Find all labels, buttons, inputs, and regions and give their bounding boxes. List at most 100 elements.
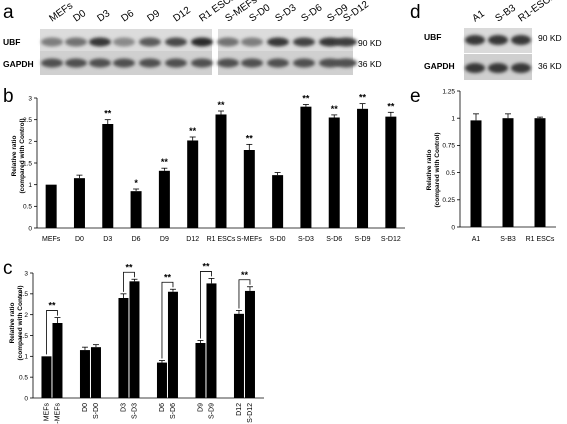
blot-a-bands <box>41 37 357 68</box>
chart-c-bar-d6 <box>156 362 167 398</box>
chart-c-bar-s-d3 <box>129 281 140 398</box>
y-axis-title-line: (compared with Control) <box>434 132 441 207</box>
chart-b-x-tick-d0: D0 <box>75 236 84 243</box>
chart-c-significance-2: ** <box>125 262 133 272</box>
blot-a-band-ubf-d0 <box>65 37 87 47</box>
chart-b-x-tick-s-d0: S-D0 <box>270 236 286 243</box>
chart-c-x-tick-s-mefs: S-MEFs <box>54 403 61 424</box>
chart-b-y-tick-label: 1.5 <box>23 160 32 167</box>
panel-label-b: b <box>3 86 14 107</box>
chart-e-y-tick-label: 0.25 <box>442 197 455 204</box>
blot-a-band-ubf-s-d6 <box>293 37 315 47</box>
chart-e-bar-a1 <box>470 120 482 227</box>
blot-a-size-gapdh: 36 KD <box>358 59 382 69</box>
svg-text:Relative ratio(compared with C: Relative ratio(compared with Control) <box>426 132 441 207</box>
chart-c-y-tick-label: 2.5 <box>19 291 28 298</box>
chart-b-significance-d12: ** <box>189 126 197 136</box>
chart-c-significance-bracket-3 <box>161 281 174 359</box>
y-axis-title-line: (compared with Control) <box>17 285 24 360</box>
svg-text:Relative ratio(compared with C: Relative ratio(compared with Control) <box>9 285 24 360</box>
chart-e-bar-s-b3 <box>502 118 514 227</box>
chart-c-x-tick-d6: D6 <box>159 403 166 412</box>
chart-c-x-tick-s-d0: S-D0 <box>93 403 100 419</box>
chart-b-significance-d6: * <box>134 178 138 188</box>
blot-d-row-label-gapdh: GAPDH <box>424 61 455 71</box>
blot-a-lane-s-d12: S-D12 <box>341 0 371 24</box>
panel-label-e: e <box>410 86 421 107</box>
chart-c-x-tick-d3: D3 <box>120 403 127 412</box>
blot-a-lane-mefs: MEFs <box>47 0 75 24</box>
blot-a-band-gapdh-mefs <box>41 58 63 68</box>
chart-b-y-tick-label: 0 <box>28 225 32 232</box>
chart-b-y-tick-label: 0.5 <box>23 204 32 211</box>
blot-a-band-ubf-d12 <box>165 37 187 47</box>
chart-b-bar-d9 <box>158 170 170 228</box>
chart-c-significance-3: ** <box>164 272 172 282</box>
chart-b-significance-s-d9: ** <box>359 93 367 103</box>
chart-b-bar-s-d6 <box>328 117 340 228</box>
chart-e-y-tick-label: 0.5 <box>446 170 455 177</box>
chart-b-x-tick-d3: D3 <box>103 236 112 243</box>
blot-a-band-ubf-s-mefs <box>217 37 239 47</box>
chart-e-y-axis-title: Relative ratio(compared with Control) <box>426 132 441 207</box>
chart-b-bar-d3 <box>102 124 114 228</box>
chart-c-bar-mefs <box>41 356 52 398</box>
chart-c-significance-5: ** <box>241 270 249 280</box>
chart-e-y-tick-label: 0.75 <box>442 143 455 150</box>
blot-a-band-ubf-d9 <box>139 37 161 47</box>
chart-e-y-tick-label: 0 <box>451 224 455 231</box>
blot-d-lane-r1-escs: R1-ESCs <box>516 0 556 24</box>
blot-d-band-ubf-a1 <box>465 35 485 45</box>
chart-c-x-tick-d12: D12 <box>236 403 243 416</box>
chart-b-y-axis-title: Relative ratio(compared with Control) <box>11 118 26 193</box>
blot-a-lane-d12: D12 <box>171 5 193 25</box>
chart-c-bar-s-mefs <box>52 323 63 398</box>
blot-a-band-gapdh-s-d3 <box>267 58 289 68</box>
chart-b-bar-s-d3 <box>300 106 312 228</box>
chart-b-x-tick-s-mefs: S-MEFs <box>237 236 263 243</box>
blot-a-band-ubf-r1-escs <box>191 37 213 47</box>
chart-c-bar-s-d9 <box>206 283 217 398</box>
blot-a-size-ubf: 90 KD <box>358 38 382 48</box>
chart-c-significance-bracket-0 <box>46 310 58 355</box>
chart-b-bar-s-d0 <box>272 175 284 228</box>
blot-a-band-gapdh-d9 <box>139 58 161 68</box>
blot-d-size-gapdh: 36 KD <box>538 61 562 71</box>
chart-b-bar-s-mefs <box>243 150 255 228</box>
blot-a-lane-d6: D6 <box>119 8 136 25</box>
blot-a-band-ubf-d6 <box>113 37 135 47</box>
blot-a-band-ubf-s-d0 <box>241 37 263 47</box>
chart-b-bar-s-d12 <box>385 116 397 228</box>
chart-e: Relative ratio(compared with Control) 0 0… <box>426 88 556 243</box>
panel-label-d: d <box>410 2 421 23</box>
blot-a-band-ubf-d3 <box>89 37 111 47</box>
chart-b-significance-s-d6: ** <box>331 104 339 114</box>
chart-c-significance-bracket-4 <box>200 271 212 339</box>
chart-c-x-tick-d9: D9 <box>197 403 204 412</box>
blot-a-lane-s-d3: S-D3 <box>273 2 298 24</box>
chart-e-y-tick-label: 1 <box>451 116 455 123</box>
panel-label-a: a <box>3 2 14 23</box>
blot-a-band-gapdh-s-d9 <box>319 58 341 68</box>
blot-a-lane-d3: D3 <box>95 8 112 25</box>
y-axis-title-line: Relative ratio <box>9 303 16 344</box>
chart-c-y-tick-label: 0.5 <box>19 374 28 381</box>
blot-a-row-label-ubf: UBF <box>3 37 20 47</box>
panel-label-c: c <box>3 258 13 279</box>
blot-d-lane-a1: A1 <box>470 8 487 24</box>
chart-c-x-tick-s-d9: S-D9 <box>208 403 215 419</box>
chart-c-x-tick-d0: D0 <box>82 403 89 412</box>
blot-a-band-gapdh-d0 <box>65 58 87 68</box>
blot-a-band-ubf-s-d12 <box>335 37 357 47</box>
chart-b-x-tick-r1-escs: R1 ESCs <box>207 236 236 243</box>
blot-d-band-gapdh-s-b3 <box>488 63 508 73</box>
chart-b-bar-r1-escs <box>215 114 227 228</box>
chart-b-x-tick-s-d12: S-D12 <box>381 236 401 243</box>
chart-c-x-tick-s-d12: S-D12 <box>247 403 254 423</box>
y-axis-title-line: Relative ratio <box>11 136 18 177</box>
chart-c-y-tick-label: 1.5 <box>19 333 28 340</box>
